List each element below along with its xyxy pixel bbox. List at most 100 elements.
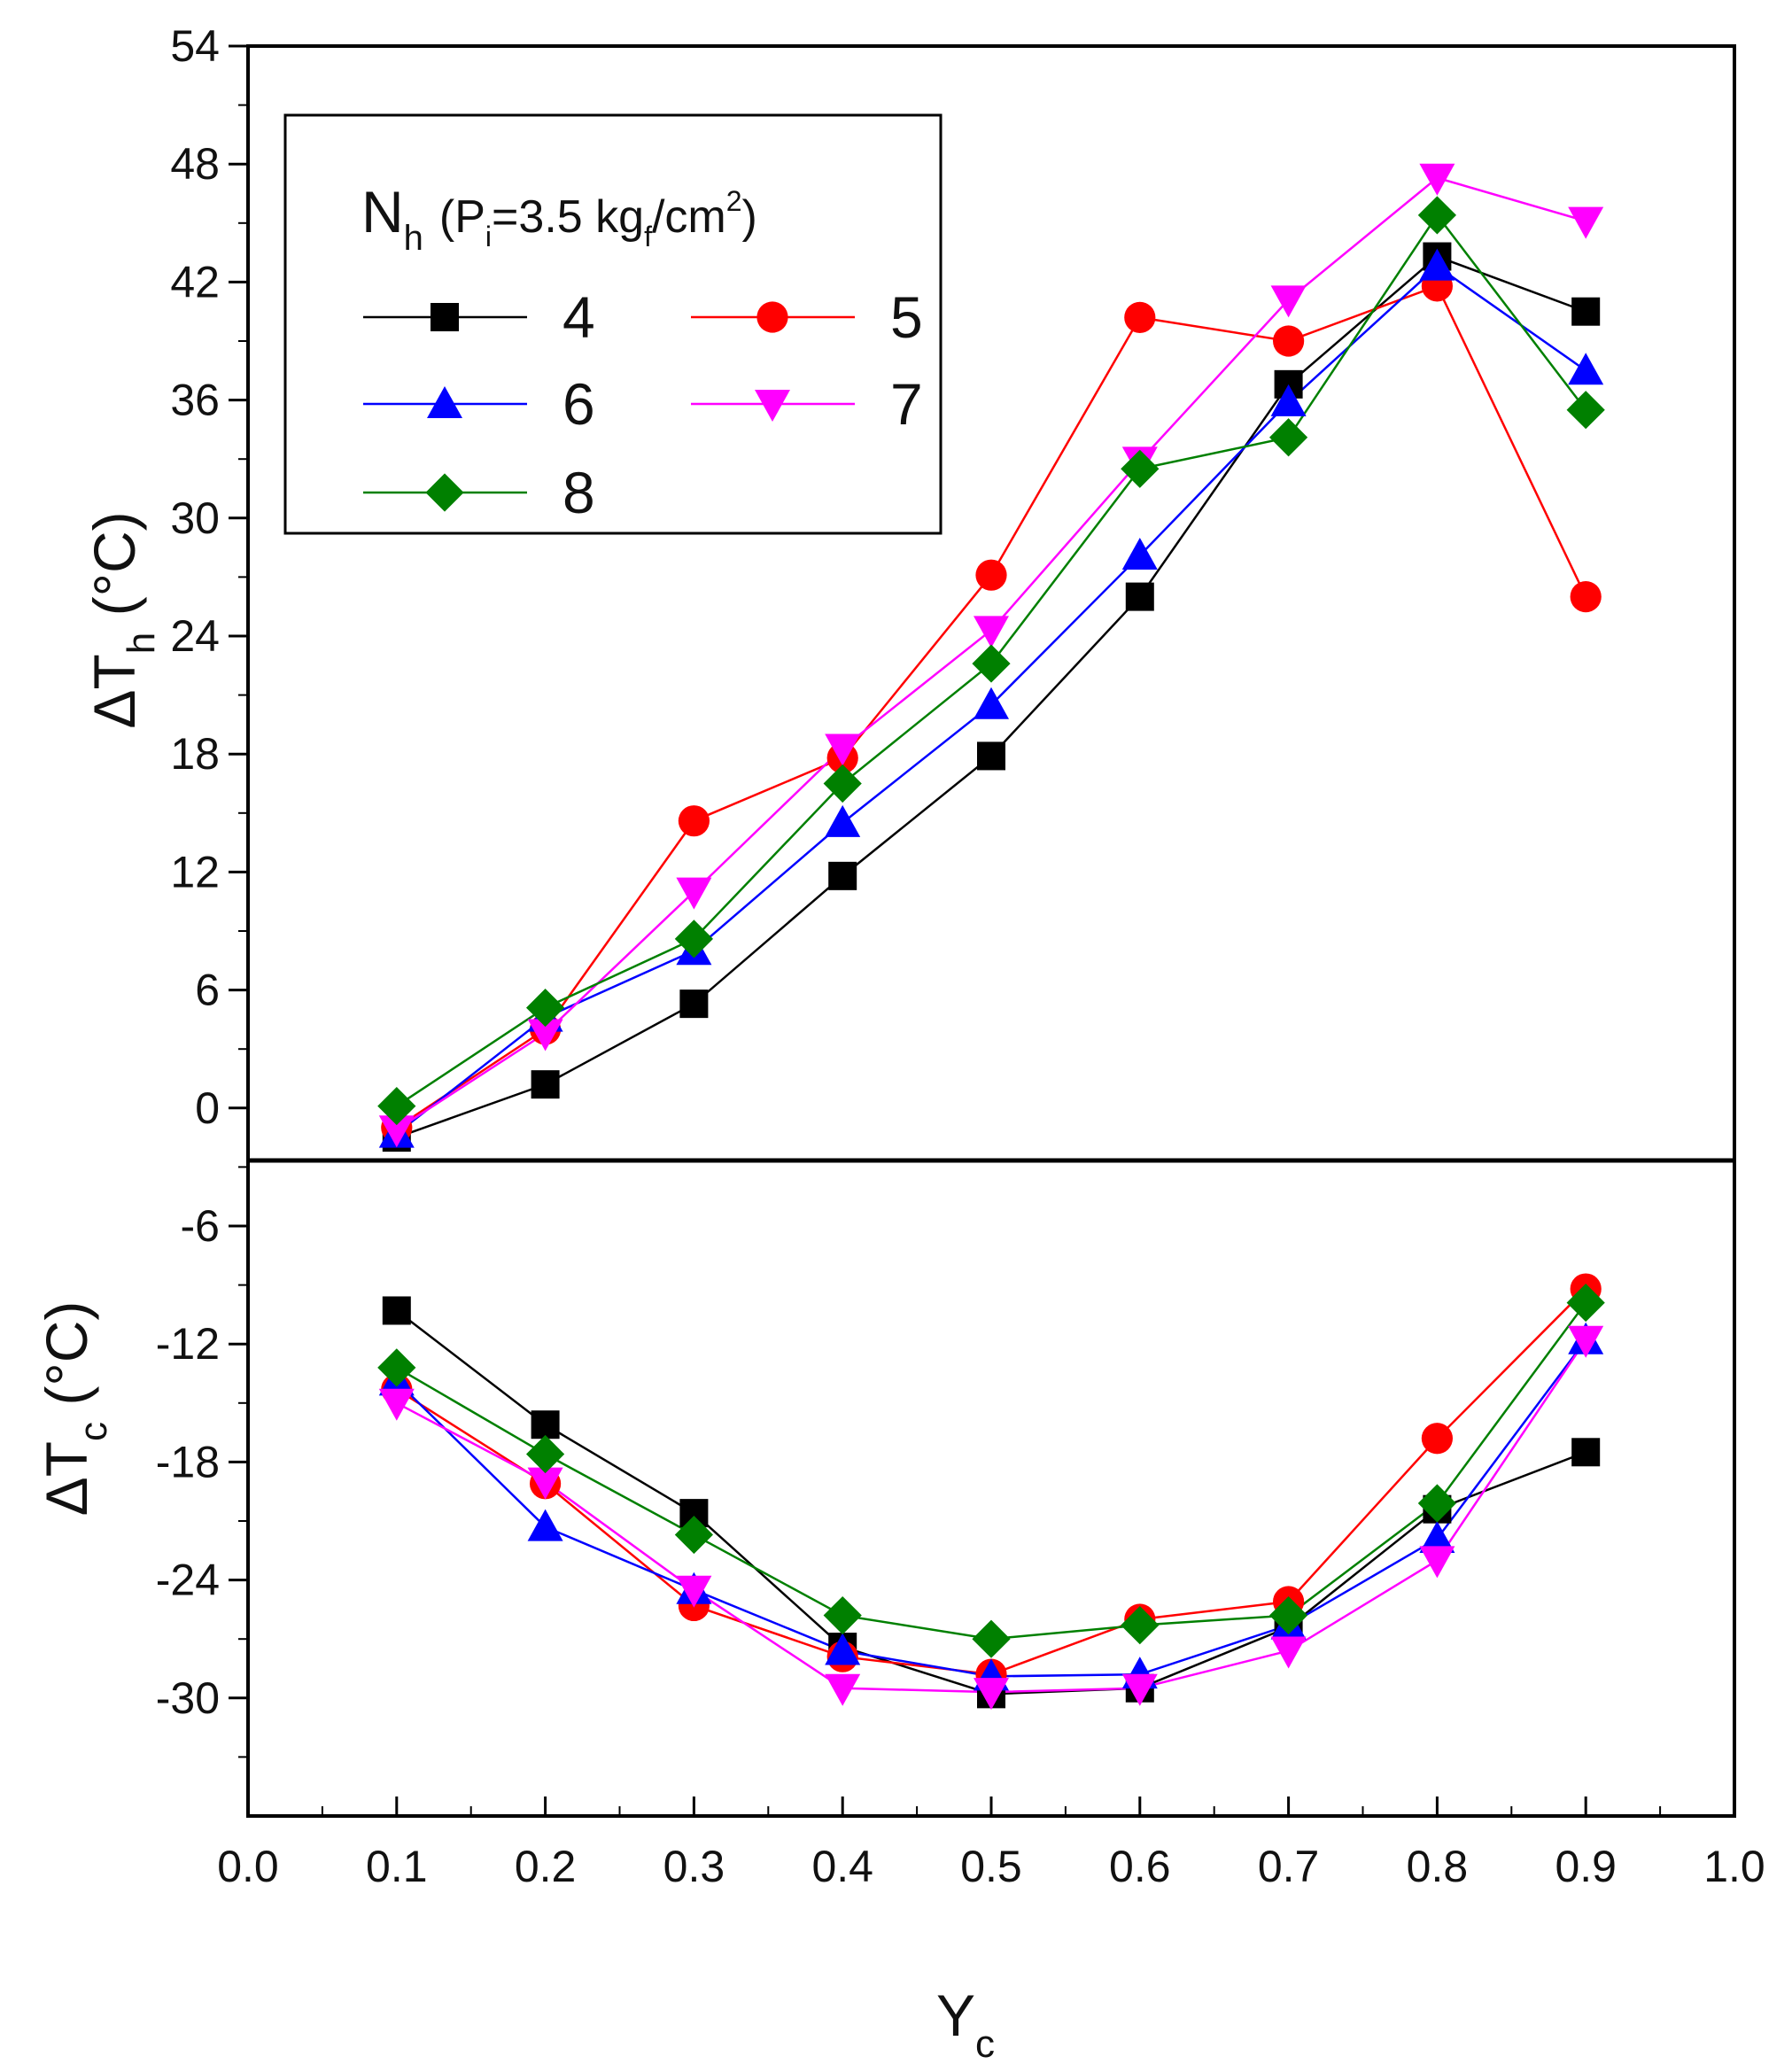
- y-tick-label: -30: [156, 1673, 220, 1723]
- y-tick-label: 48: [170, 139, 220, 189]
- series-5-hot-point: [1570, 581, 1602, 613]
- series-7-hot-point: [527, 1019, 563, 1052]
- legend-marker-8: [425, 473, 464, 512]
- x-tick-label: 0.5: [960, 1842, 1022, 1891]
- series-7-hot-point: [974, 616, 1009, 648]
- x-tick-label: 0.4: [811, 1842, 873, 1891]
- y-tick-label: 6: [195, 966, 220, 1015]
- series-8-cold-point: [1417, 1484, 1456, 1523]
- series-4-cold-point: [531, 1410, 560, 1440]
- x-tick-label: 0.9: [1555, 1842, 1617, 1891]
- legend-label-6: 6: [562, 371, 595, 437]
- series-5-hot-point: [975, 559, 1007, 591]
- x-tick-label: 0.8: [1407, 1842, 1469, 1891]
- x-tick-label: 1.0: [1703, 1842, 1765, 1891]
- y-tick-label: -18: [156, 1437, 220, 1486]
- series-8-hot-point: [377, 1086, 416, 1126]
- series-8-cold-point: [1269, 1595, 1308, 1635]
- series-7-hot-point: [676, 877, 712, 910]
- y-tick-label: 36: [170, 376, 220, 425]
- series-7-hot-point: [1419, 163, 1455, 196]
- y-axis-title-hot: ΔTh (°C): [81, 511, 163, 728]
- series-6-cold-point: [825, 1633, 861, 1665]
- x-tick-label: 0.0: [217, 1842, 279, 1891]
- legend-label-5: 5: [890, 284, 923, 350]
- series-7-cold-point: [1121, 1673, 1158, 1706]
- series-4-hot-point: [828, 861, 857, 890]
- legend-marker-6: [427, 386, 462, 418]
- legend-label-4: 4: [562, 284, 595, 350]
- series-7-cold-point: [974, 1678, 1009, 1711]
- series-7-cold-point: [1419, 1546, 1455, 1579]
- legend-marker-7: [755, 390, 790, 422]
- legend-label-8: 8: [562, 460, 595, 525]
- y-tick-label: 30: [170, 493, 220, 543]
- series-6-hot-point: [825, 804, 861, 837]
- y-tick-label: -6: [181, 1201, 220, 1251]
- y-tick-label: -24: [156, 1556, 220, 1605]
- series-7-cold-point: [1568, 1325, 1604, 1358]
- x-tick-label: 0.1: [366, 1842, 428, 1891]
- series-7-hot-point: [825, 733, 861, 766]
- y-tick-label: 0: [195, 1083, 220, 1133]
- series-7-hot-point: [1270, 285, 1307, 318]
- series-8-hot-point: [1417, 196, 1456, 235]
- series-8-cold-point: [823, 1595, 862, 1635]
- series-4-cold-point: [1571, 1438, 1601, 1467]
- series-4-cold-point: [382, 1296, 411, 1325]
- legend-marker-5: [756, 301, 788, 333]
- y-tick-label: 42: [170, 257, 220, 307]
- series-4-hot-point: [1571, 297, 1601, 326]
- x-tick-label: 0.6: [1109, 1842, 1171, 1891]
- series-8-hot-point: [823, 764, 862, 803]
- y-tick-label: -12: [156, 1319, 220, 1369]
- series-8-cold-point: [377, 1348, 416, 1387]
- series-7-cold-point: [825, 1673, 861, 1706]
- series-8-hot-point: [526, 988, 565, 1028]
- series-8-cold-point: [1566, 1283, 1605, 1323]
- series-8-cold-point: [972, 1619, 1011, 1658]
- series-6-hot-point: [1270, 384, 1307, 416]
- series-5-hot-point: [1124, 301, 1156, 333]
- series-7-hot-point: [378, 1115, 415, 1148]
- y-tick-label: 12: [170, 847, 220, 896]
- series-6-hot-point: [1568, 353, 1604, 385]
- legend-label-7: 7: [890, 371, 923, 437]
- series-4-hot-point: [679, 989, 709, 1019]
- series-6-hot-point: [1419, 248, 1455, 281]
- legend-title: Nh (Pi=3.5 kgf/cm2): [361, 179, 757, 258]
- data-markers: [377, 163, 1605, 1711]
- series-5-hot-point: [678, 805, 710, 837]
- series-7-cold-point: [676, 1575, 712, 1608]
- axis-ticks: 0.0 0.1 0.2 0.3 0.4 0.5 0.6 0.7 0.8 0.9 1.05448423…: [156, 21, 1765, 1891]
- series-5-hot-point: [1273, 325, 1305, 357]
- x-tick-label: 0.2: [515, 1842, 577, 1891]
- y-tick-label: 54: [170, 21, 220, 71]
- y-tick-label: 24: [170, 611, 220, 661]
- legend-marker-4: [431, 303, 459, 331]
- series-5-cold-line: [396, 1288, 1587, 1676]
- series-5-cold-point: [1421, 1423, 1453, 1455]
- series-7-cold-point: [378, 1388, 415, 1421]
- series-8-cold-point: [674, 1515, 713, 1555]
- series-7-cold-point: [527, 1467, 563, 1500]
- series-8-cold-point: [526, 1434, 565, 1474]
- series-8-hot-point: [1269, 418, 1308, 457]
- x-tick-label: 0.7: [1258, 1842, 1320, 1891]
- series-6-hot-point: [974, 687, 1009, 719]
- series-7-cold-point: [1270, 1636, 1307, 1669]
- series-6-hot-point: [1121, 537, 1158, 570]
- y-tick-label: 18: [170, 729, 220, 779]
- legend-entries: 4 5 6 7 8: [363, 284, 923, 525]
- series-4-hot-point: [1125, 582, 1154, 611]
- series-4-hot-point: [531, 1070, 560, 1099]
- series-6-cold-point: [527, 1509, 563, 1541]
- y-axis-title-cold: ΔTc (°C): [34, 1301, 115, 1517]
- series-8-cold-point: [1121, 1606, 1160, 1645]
- series-8-hot-point: [674, 920, 713, 958]
- series-8-hot-point: [1566, 391, 1605, 430]
- legend-box: [283, 113, 943, 535]
- series-7-hot-point: [1568, 206, 1604, 239]
- series-8-hot-point: [1121, 449, 1160, 488]
